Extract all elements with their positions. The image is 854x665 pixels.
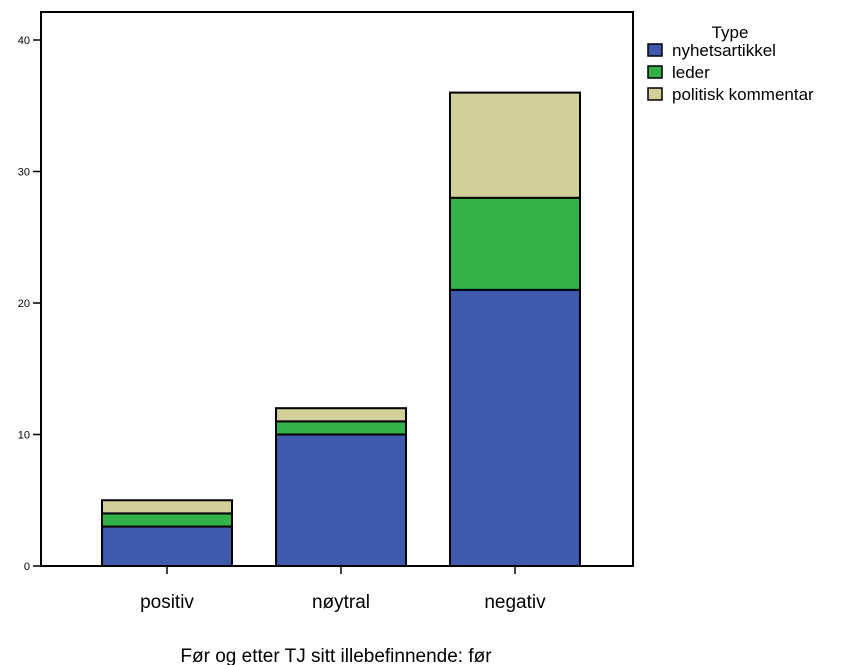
bar-segment-nøytral-politisk-kommentar (275, 407, 407, 423)
x-axis: positiv nøytral negativ (140, 566, 546, 613)
legend-swatch (647, 65, 663, 79)
bar-segment-nøytral-nyhetsartikkel (275, 433, 407, 567)
y-tick-label: 0 (24, 561, 30, 573)
bar-segment-negativ-leder (449, 196, 581, 291)
bars (101, 91, 581, 567)
y-tick-label: 30 (18, 167, 30, 179)
legend-entry-label: politisk kommentar (672, 85, 814, 104)
y-tick-label: 40 (18, 35, 30, 47)
legend-swatch (647, 87, 663, 101)
y-axis: 0 10 20 30 40 (18, 35, 41, 573)
x-tick-label: positiv (140, 592, 194, 613)
x-tick-label: nøytral (312, 592, 370, 613)
legend-entry-label: nyhetsartikkel (672, 41, 776, 60)
bar-segment-positiv-nyhetsartikkel (101, 525, 233, 567)
bar-segment-nøytral-leder (275, 420, 407, 436)
y-tick-label: 10 (18, 430, 30, 442)
x-tick-label: negativ (484, 592, 546, 613)
bar-segment-negativ-politisk-kommentar (449, 91, 581, 199)
legend-entry-label: leder (672, 63, 710, 82)
bar-segment-negativ-nyhetsartikkel (449, 288, 581, 567)
legend-swatch (647, 43, 663, 57)
legend-title: Type (712, 23, 749, 42)
bar-segment-positiv-politisk-kommentar (101, 499, 233, 515)
x-axis-label: Før og etter TJ sitt illebefinnende: før (180, 646, 492, 665)
y-tick-label: 20 (18, 298, 30, 310)
bar-segment-positiv-leder (101, 512, 233, 528)
legend: Type nyhetsartikkel leder politisk komment… (647, 23, 814, 104)
